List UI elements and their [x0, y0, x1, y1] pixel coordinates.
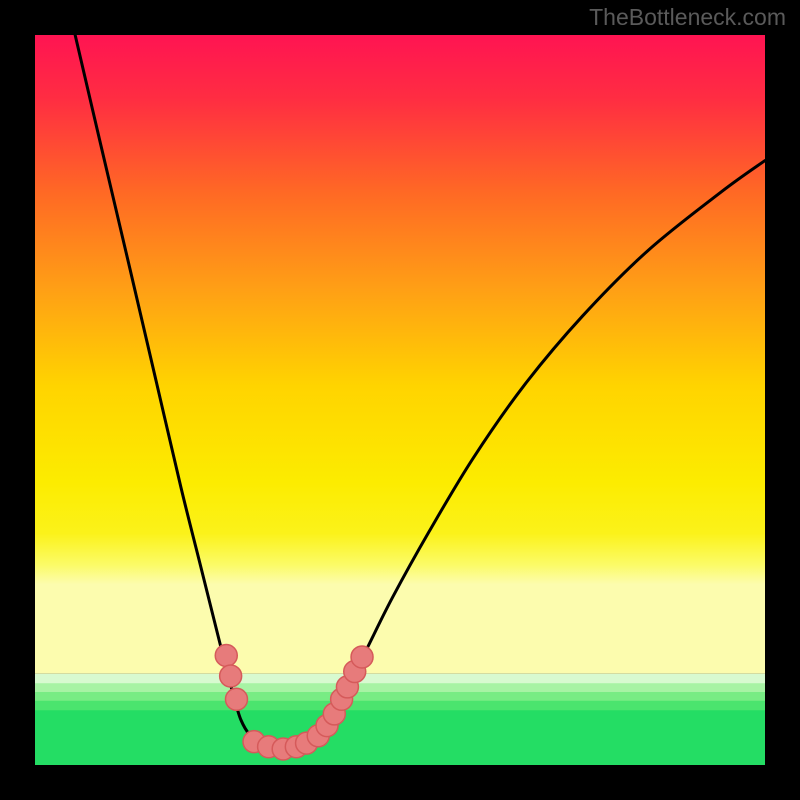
data-marker — [225, 688, 247, 710]
green-bands — [35, 674, 765, 765]
data-marker — [220, 665, 242, 687]
gradient-background — [35, 35, 765, 674]
plot-area — [35, 35, 765, 765]
watermark-label: TheBottleneck.com — [589, 4, 786, 31]
chart-svg — [35, 35, 765, 765]
data-marker — [215, 645, 237, 667]
data-marker — [351, 646, 373, 668]
